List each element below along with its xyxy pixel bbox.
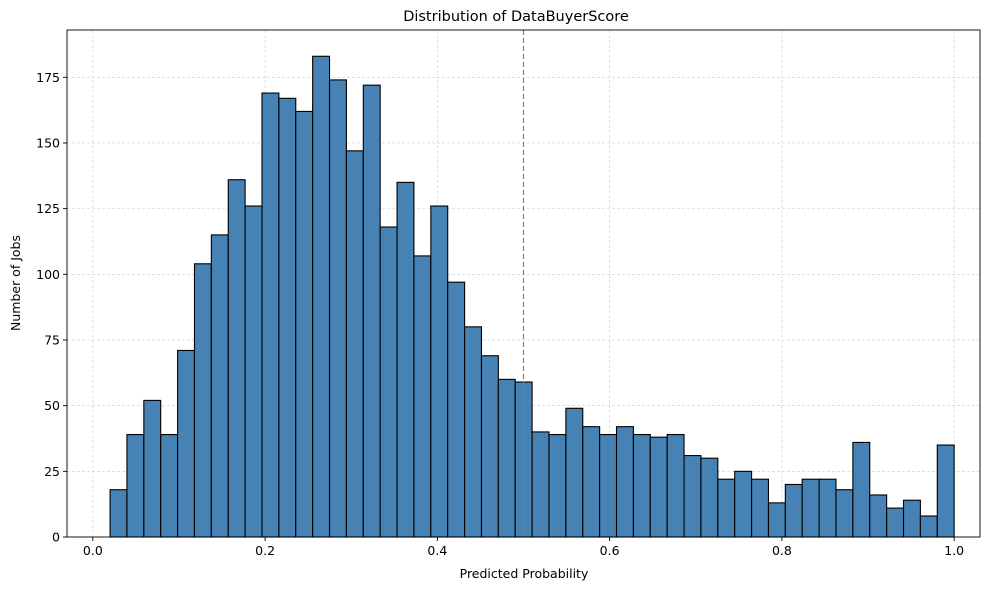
histogram-bar [261, 92, 280, 538]
histogram-bar [886, 507, 905, 538]
y-tick-label: 75 [44, 332, 60, 347]
histogram-bar [109, 489, 128, 538]
histogram-bar [936, 444, 955, 538]
y-tick-label: 0 [52, 530, 60, 545]
y-axis-ticks: 0 25 50 75 100 125 150 175 [36, 70, 67, 545]
histogram-bar [632, 433, 651, 538]
histogram-bar [767, 502, 786, 538]
x-tick-label: 0.0 [83, 543, 103, 558]
histogram-bar [430, 205, 449, 538]
x-tick-label: 0.6 [600, 543, 620, 558]
bars [109, 55, 955, 538]
histogram-bar [480, 355, 499, 538]
histogram-bar [734, 470, 753, 538]
histogram-bar [683, 455, 702, 538]
histogram-bar [902, 499, 921, 538]
y-tick-label: 125 [36, 201, 60, 216]
histogram-bar [143, 399, 162, 538]
histogram-bar [193, 263, 212, 538]
histogram-bar [312, 55, 331, 538]
x-tick-label: 0.4 [427, 543, 447, 558]
histogram-bar [700, 457, 719, 538]
histogram-bar [835, 489, 854, 538]
y-tick-label: 150 [36, 135, 60, 150]
x-tick-label: 1.0 [944, 543, 964, 558]
histogram-bar [227, 179, 246, 538]
histogram-bar [919, 515, 938, 538]
histogram-bar [464, 326, 483, 538]
histogram-bar [666, 433, 685, 538]
y-axis-label: Number of Jobs [8, 235, 23, 331]
histogram-bar [852, 441, 871, 538]
x-tick-label: 0.2 [255, 543, 275, 558]
histogram-bar [531, 431, 550, 538]
histogram-bar [565, 407, 584, 538]
histogram-bar [599, 433, 618, 538]
histogram-bar [345, 150, 364, 538]
chart-title: Distribution of DataBuyerScore [403, 9, 629, 25]
histogram-bar [801, 478, 820, 538]
histogram-bar [126, 433, 145, 538]
histogram-bar [615, 426, 634, 538]
y-tick-label: 25 [44, 464, 60, 479]
histogram-bar [548, 433, 567, 538]
histogram-bar [751, 478, 770, 538]
histogram-bar [160, 433, 179, 538]
histogram-bar [396, 181, 415, 538]
histogram-bar [497, 378, 516, 538]
histogram-bar [210, 234, 229, 538]
histogram-bar [328, 79, 347, 538]
histogram-bar [295, 110, 314, 538]
histogram-bar [717, 478, 736, 538]
y-tick-label: 175 [36, 70, 60, 85]
y-tick-label: 100 [36, 267, 60, 282]
histogram-bar [278, 97, 297, 538]
histogram-bar [869, 494, 888, 538]
histogram-bar [649, 436, 668, 538]
histogram-bar [818, 478, 837, 538]
histogram-bar [362, 84, 381, 538]
histogram-bar [244, 205, 263, 538]
x-axis-ticks: 0.0 0.2 0.4 0.6 0.8 1.0 [83, 537, 964, 558]
histogram-bar [784, 483, 803, 538]
histogram-bar [582, 426, 601, 538]
histogram-bar [413, 255, 432, 538]
y-tick-label: 50 [44, 398, 60, 413]
plot-frame [66, 29, 981, 538]
x-axis-label: Predicted Probability [460, 566, 589, 581]
histogram-bar [447, 281, 466, 538]
histogram-bar [379, 226, 398, 538]
histogram-bar [177, 349, 196, 538]
x-tick-label: 0.8 [772, 543, 792, 558]
